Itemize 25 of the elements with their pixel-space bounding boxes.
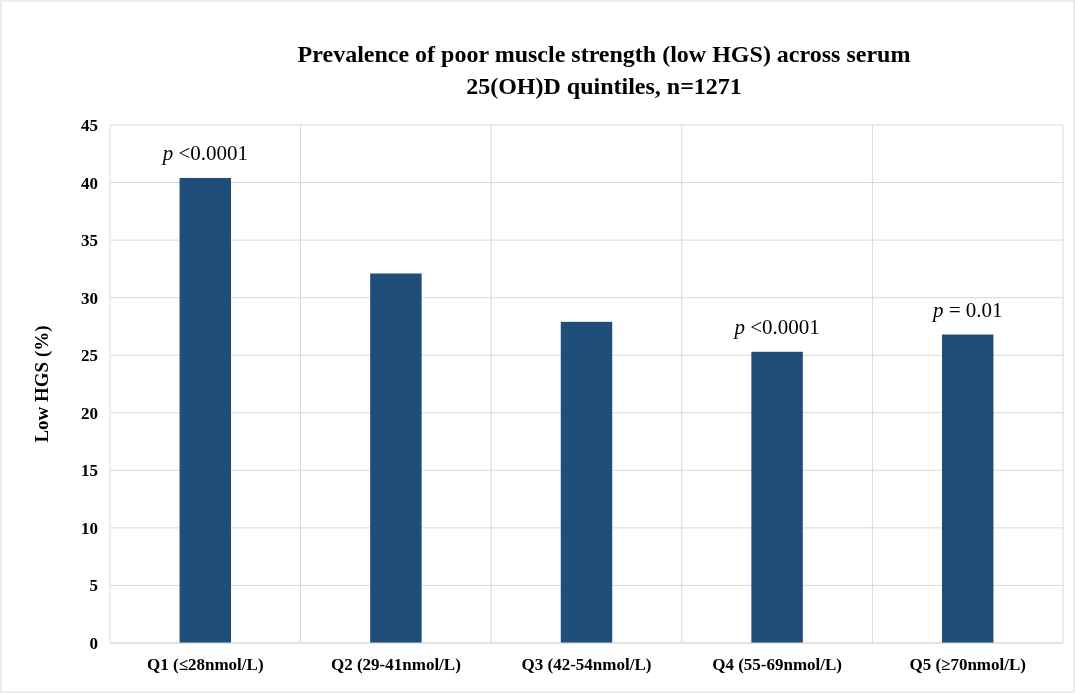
annotation: p = 0.01 — [930, 297, 1003, 322]
y-tick-label: 10 — [81, 518, 98, 538]
y-tick-label: 40 — [81, 173, 98, 193]
y-tick-label: 45 — [81, 115, 98, 135]
y-tick-label: 25 — [81, 346, 98, 366]
annotation: p <0.0001 — [160, 140, 248, 165]
x-tick-label: Q5 (≥70nmol/L) — [909, 655, 1026, 674]
y-tick-label: 0 — [89, 633, 98, 653]
bar — [370, 273, 422, 643]
bar — [179, 177, 232, 643]
x-tick-label: Q1 (≤28nmol/L) — [147, 655, 264, 674]
bar — [560, 321, 613, 643]
x-tick-label: Q3 (42-54nmol/L) — [521, 655, 652, 674]
y-tick-label: 20 — [81, 403, 98, 423]
x-tick-label: Q2 (29-41nmol/L) — [330, 655, 461, 674]
bar — [941, 334, 994, 643]
annotation: p <0.0001 — [732, 314, 820, 339]
y-tick-label: 30 — [81, 288, 98, 308]
y-tick-label: 35 — [81, 231, 98, 251]
y-axis-title: Low HGS (%) — [31, 325, 53, 443]
x-tick-label: Q4 (55-69nmol/L) — [712, 655, 843, 674]
y-tick-label: 5 — [89, 576, 98, 596]
chart-title: Prevalence of poor muscle strength (low HGS) across serum 25(OH)D quintiles, n=1271 — [297, 41, 911, 99]
bar — [751, 351, 803, 643]
y-tick-label: 15 — [81, 461, 98, 481]
